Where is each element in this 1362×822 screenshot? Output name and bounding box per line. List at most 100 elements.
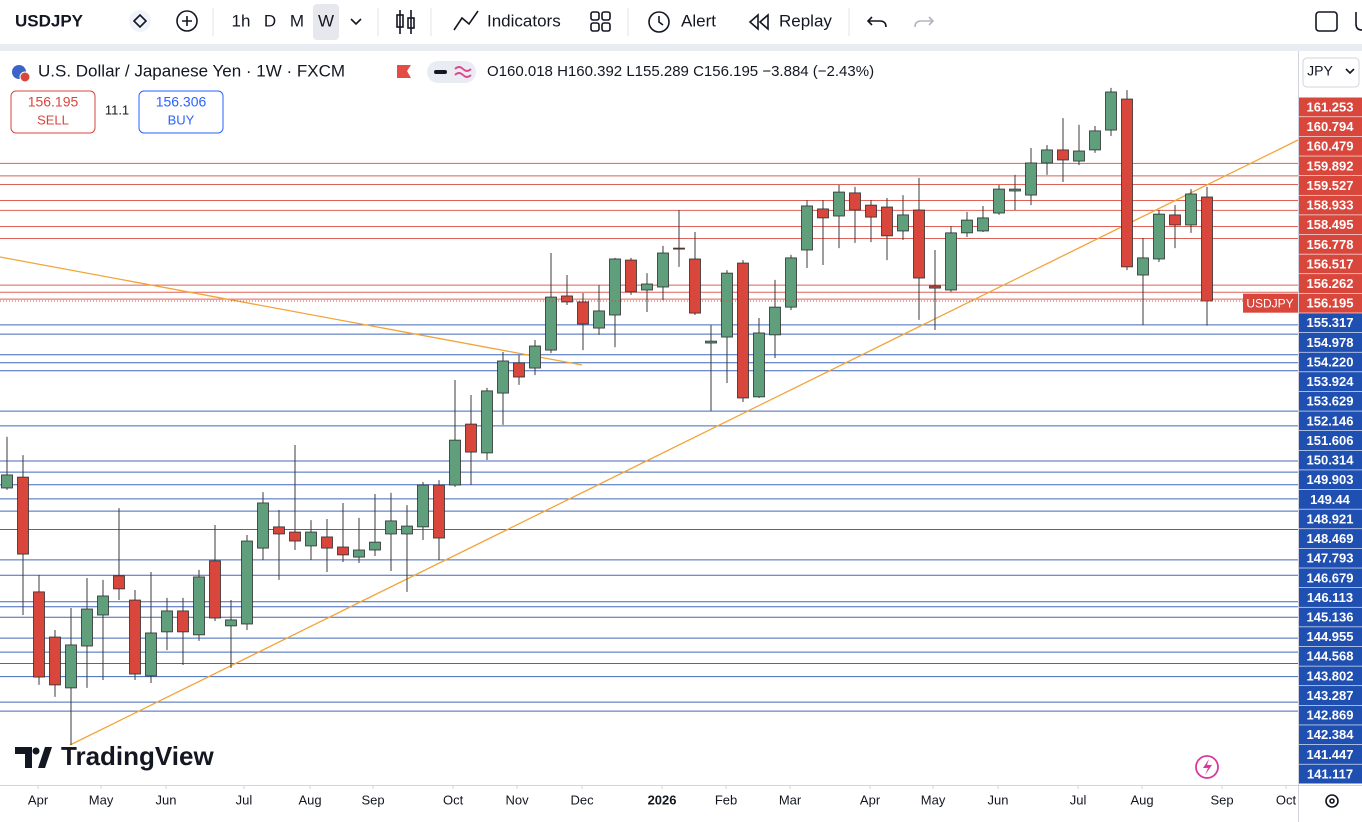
level-label: 153.629: [1307, 394, 1354, 409]
candle-body: [833, 191, 845, 217]
level-label: 141.447: [1307, 747, 1354, 762]
undo-button[interactable]: [866, 16, 887, 28]
level-label: 149.44: [1310, 492, 1351, 507]
redo-button[interactable]: [914, 16, 935, 28]
interval-menu[interactable]: [350, 18, 362, 26]
ohlc-value: 160.392: [568, 63, 622, 80]
candle-body: [17, 476, 29, 555]
symbol-search-icon[interactable]: [129, 10, 151, 32]
level-label-box: [1299, 411, 1362, 431]
compare-icon[interactable]: [176, 10, 198, 32]
x-tick-label: Aug: [298, 792, 321, 807]
fullscreen-button[interactable]: [1315, 11, 1338, 32]
candle-body: [1137, 257, 1149, 276]
x-tick-label: Jul: [236, 792, 253, 807]
level-label-box: [1299, 470, 1362, 490]
currency-button[interactable]: [1302, 57, 1360, 88]
level-label: 150.314: [1307, 453, 1355, 468]
level-label: 152.146: [1307, 413, 1354, 428]
level-label-box: [1299, 450, 1362, 470]
plus: [182, 16, 192, 26]
x-tick-label: Oct: [443, 792, 464, 807]
replay-icon: [748, 13, 769, 31]
x-tick-label: Apr: [860, 792, 881, 807]
change-percent: (−2.43%): [813, 63, 874, 80]
layout-icon[interactable]: [590, 11, 600, 21]
candle-body: [609, 258, 621, 316]
buy-button[interactable]: [138, 90, 224, 134]
candle-body: [929, 285, 941, 289]
trend-line[interactable]: [69, 139, 1299, 746]
level-label: 161.253: [1307, 99, 1354, 114]
axes: 161.253 160.794 160.479 159.892 159.527 158.9…: [28, 97, 1362, 807]
x-tick-label: May: [89, 792, 114, 807]
level-label-box: [1299, 705, 1362, 725]
ohlc-label: H: [557, 63, 568, 80]
level-label-box: [1299, 744, 1362, 764]
candle-body: [1121, 98, 1133, 268]
candle-body: [737, 262, 749, 399]
indicators-button[interactable]: Indicators: [487, 11, 561, 30]
candle-body: [401, 525, 413, 535]
indicators-icon: [453, 10, 479, 31]
level-label: 159.527: [1307, 178, 1354, 193]
interval[interactable]: D: [264, 11, 276, 30]
indicator-pill[interactable]: [427, 61, 476, 83]
level-label-box: [1299, 627, 1362, 647]
candle-body: [1105, 91, 1117, 131]
candle-body: [961, 219, 973, 234]
level-label: 141.117: [1307, 766, 1353, 781]
level-label: 155.317: [1307, 315, 1354, 330]
candle-body: [353, 549, 365, 558]
interval[interactable]: M: [290, 11, 304, 30]
interval[interactable]: 1h: [232, 11, 251, 30]
level-label: 154.978: [1307, 335, 1354, 350]
level-label-box: [1299, 175, 1362, 195]
alert-button[interactable]: Alert: [681, 11, 716, 30]
candle-body: [449, 439, 461, 486]
trend-lines: [0, 139, 1299, 746]
trend-line[interactable]: [0, 256, 583, 366]
level-label-box: [1299, 215, 1362, 235]
level-label: 145.136: [1307, 609, 1354, 624]
candle-body: [705, 340, 717, 344]
chart-type-icon: [396, 14, 404, 28]
last-price-label-box: [1299, 293, 1362, 313]
settings-button[interactable]: [1325, 794, 1339, 808]
alert-icon: [648, 11, 670, 33]
change: −3.884: [762, 63, 808, 80]
level-label: 146.113: [1307, 590, 1353, 605]
last-price-tag-box: [1243, 293, 1298, 313]
level-label-box: [1299, 391, 1362, 411]
x-tick-label: Jul: [1070, 792, 1087, 807]
x-tick-label: May: [921, 792, 946, 807]
level-label: 158.495: [1307, 217, 1354, 232]
level-label: 148.921: [1307, 511, 1354, 526]
candle-body: [225, 619, 237, 627]
x-tick-label: Sep: [362, 792, 385, 807]
replay-button[interactable]: Replay: [779, 11, 832, 30]
ohlc-value: 156.195: [704, 63, 758, 80]
x-tick-label: Oct: [1276, 792, 1297, 807]
logo-mark: [32, 747, 40, 755]
level-label: 159.892: [1307, 158, 1354, 173]
level-label-box: [1299, 352, 1362, 372]
user-icon[interactable]: [1355, 12, 1362, 31]
currency: JPY: [1307, 63, 1333, 79]
level-label-box: [1299, 234, 1362, 254]
symbol[interactable]: USDJPY: [15, 11, 84, 30]
level-label-box: [1299, 274, 1362, 294]
candle-body: [465, 423, 477, 453]
layout-icon: [590, 22, 600, 32]
candle-body: [417, 484, 429, 528]
interval[interactable]: W: [318, 11, 334, 30]
candle-body: [1009, 188, 1021, 192]
level-label: 154.220: [1307, 354, 1354, 369]
sell-button[interactable]: [10, 90, 96, 134]
candle-body: [81, 608, 93, 647]
chart-type-icon[interactable]: [399, 10, 412, 34]
x-tick-label: Feb: [715, 792, 737, 807]
level-label: 160.794: [1307, 119, 1355, 134]
assistant-button[interactable]: [1195, 755, 1219, 779]
